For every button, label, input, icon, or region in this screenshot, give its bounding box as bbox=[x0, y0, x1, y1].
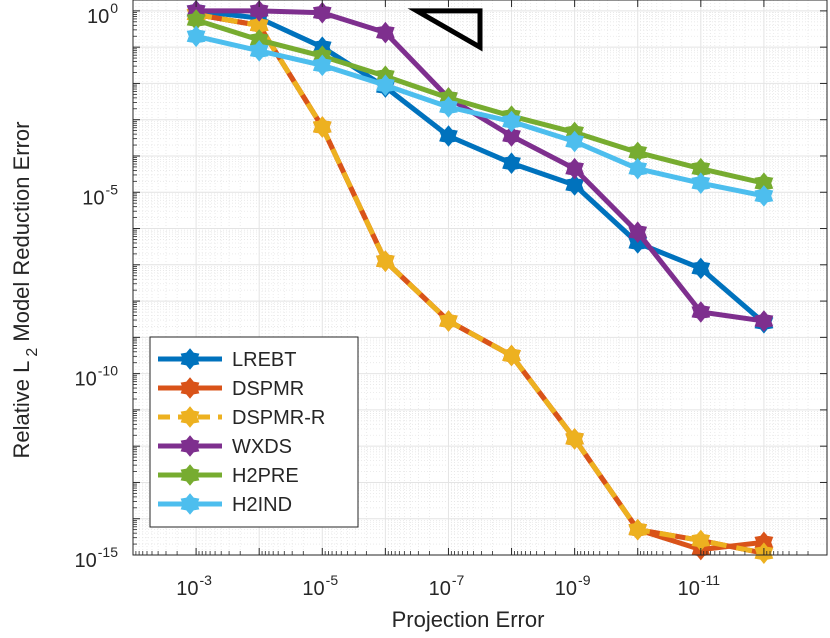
data-point bbox=[628, 157, 648, 180]
y-tick-label-exponent: -15 bbox=[98, 544, 118, 560]
data-point bbox=[312, 1, 332, 24]
series-line bbox=[195, 33, 765, 199]
data-point bbox=[439, 310, 458, 332]
legend-label: H2IND bbox=[232, 494, 292, 516]
y-tick-label-exponent: -10 bbox=[98, 363, 118, 379]
legend-item-dspmr: DSPMR bbox=[158, 377, 304, 400]
data-point bbox=[691, 257, 711, 280]
legend-label: H2PRE bbox=[232, 465, 299, 487]
y-axis-label: Relative L 2 Model Reduction Error bbox=[9, 122, 41, 459]
legend-swatch-marker bbox=[180, 406, 200, 428]
x-tick-label-exponent: -3 bbox=[199, 572, 212, 588]
legend-swatch-marker bbox=[180, 348, 200, 370]
y-tick-label-base: 10 bbox=[75, 550, 97, 572]
data-point bbox=[376, 250, 395, 272]
legend-label: WXDS bbox=[232, 436, 292, 458]
y-axis-label-main: Relative L bbox=[9, 361, 34, 459]
x-tick-label: 10-3 bbox=[176, 572, 212, 600]
x-tick-label-exponent: -7 bbox=[452, 572, 465, 588]
x-tick-label-base: 10 bbox=[555, 578, 577, 600]
legend-swatch-marker bbox=[180, 493, 200, 515]
x-tick-label-base: 10 bbox=[429, 578, 451, 600]
legend-item-wxds: WXDS bbox=[158, 435, 292, 458]
series-h2ind bbox=[186, 25, 774, 207]
series-line bbox=[195, 8, 766, 325]
x-tick-label: 10-9 bbox=[555, 572, 591, 600]
data-point bbox=[439, 125, 458, 147]
series-wxds bbox=[186, 0, 774, 332]
y-tick-label: 10-15 bbox=[75, 544, 119, 572]
y-tick-label: 10-10 bbox=[75, 363, 119, 391]
data-point bbox=[312, 54, 332, 77]
series-line bbox=[195, 17, 765, 186]
legend-item-dspmr-r: DSPMR-R bbox=[158, 406, 325, 429]
legend-label: DSPMR-R bbox=[232, 407, 325, 429]
y-tick-label-exponent: -5 bbox=[106, 181, 119, 197]
x-tick-label-exponent: -9 bbox=[578, 572, 591, 588]
data-point bbox=[249, 0, 269, 22]
legend-swatch-marker bbox=[180, 435, 200, 457]
data-point bbox=[502, 125, 521, 147]
series-dspmr-r bbox=[186, 3, 774, 564]
x-tick-label-base: 10 bbox=[302, 578, 324, 600]
data-point bbox=[502, 110, 521, 133]
data-point bbox=[186, 25, 206, 48]
data-point bbox=[628, 518, 648, 541]
data-point bbox=[565, 157, 584, 180]
data-point bbox=[502, 344, 521, 367]
data-point bbox=[565, 428, 584, 450]
y-axis-label-subscript: 2 bbox=[24, 348, 41, 357]
y-tick-label-base: 10 bbox=[87, 6, 109, 28]
axis-ticks bbox=[133, 0, 828, 556]
legend-swatch-marker bbox=[180, 377, 200, 399]
legend-box bbox=[149, 336, 359, 528]
x-axis-label: Projection Error bbox=[392, 607, 545, 632]
slope-triangle bbox=[407, 8, 483, 52]
data-point bbox=[754, 185, 774, 207]
y-axis-label-rest: Model Reduction Error bbox=[9, 122, 34, 348]
data-point bbox=[754, 310, 774, 332]
data-point bbox=[376, 74, 395, 96]
y-tick-label-base: 10 bbox=[75, 369, 97, 391]
x-tick-label: 10-7 bbox=[429, 572, 465, 600]
y-tick-label-base: 10 bbox=[82, 187, 104, 209]
x-tick-label-exponent: -11 bbox=[701, 572, 720, 588]
data-point bbox=[502, 152, 521, 174]
y-tick-label: 100 bbox=[87, 0, 118, 28]
x-tick-label: 10-11 bbox=[678, 572, 721, 600]
x-tick-label-base: 10 bbox=[176, 578, 198, 600]
y-tick-label-exponent: 0 bbox=[110, 0, 118, 16]
series-line bbox=[196, 8, 765, 324]
data-point bbox=[439, 96, 458, 118]
legend-item-h2ind: H2IND bbox=[158, 493, 292, 516]
annotation-layer bbox=[407, 8, 483, 52]
data-point bbox=[312, 116, 332, 138]
data-point bbox=[565, 130, 584, 153]
x-tick-label-exponent: -5 bbox=[326, 572, 339, 588]
x-tick-label-base: 10 bbox=[678, 578, 700, 600]
data-point bbox=[691, 301, 711, 323]
legend-label: DSPMR bbox=[232, 378, 304, 400]
y-tick-label: 10-5 bbox=[82, 181, 118, 209]
legend-item-lrebt: LREBT bbox=[158, 348, 296, 371]
legend: LREBT DSPMR DSPMR-R WXDS H2PRE H2IND bbox=[149, 336, 359, 528]
data-point bbox=[376, 21, 395, 44]
legend-item-h2pre: H2PRE bbox=[158, 464, 299, 487]
data-point bbox=[691, 172, 711, 194]
legend-label: LREBT bbox=[232, 349, 296, 371]
plot-frame bbox=[132, 0, 828, 556]
data-point bbox=[628, 221, 648, 243]
series-line bbox=[195, 12, 765, 556]
x-tick-label: 10-5 bbox=[302, 572, 338, 600]
data-point bbox=[249, 40, 269, 62]
series-layer bbox=[186, 0, 774, 564]
legend-swatch-marker bbox=[180, 464, 200, 486]
